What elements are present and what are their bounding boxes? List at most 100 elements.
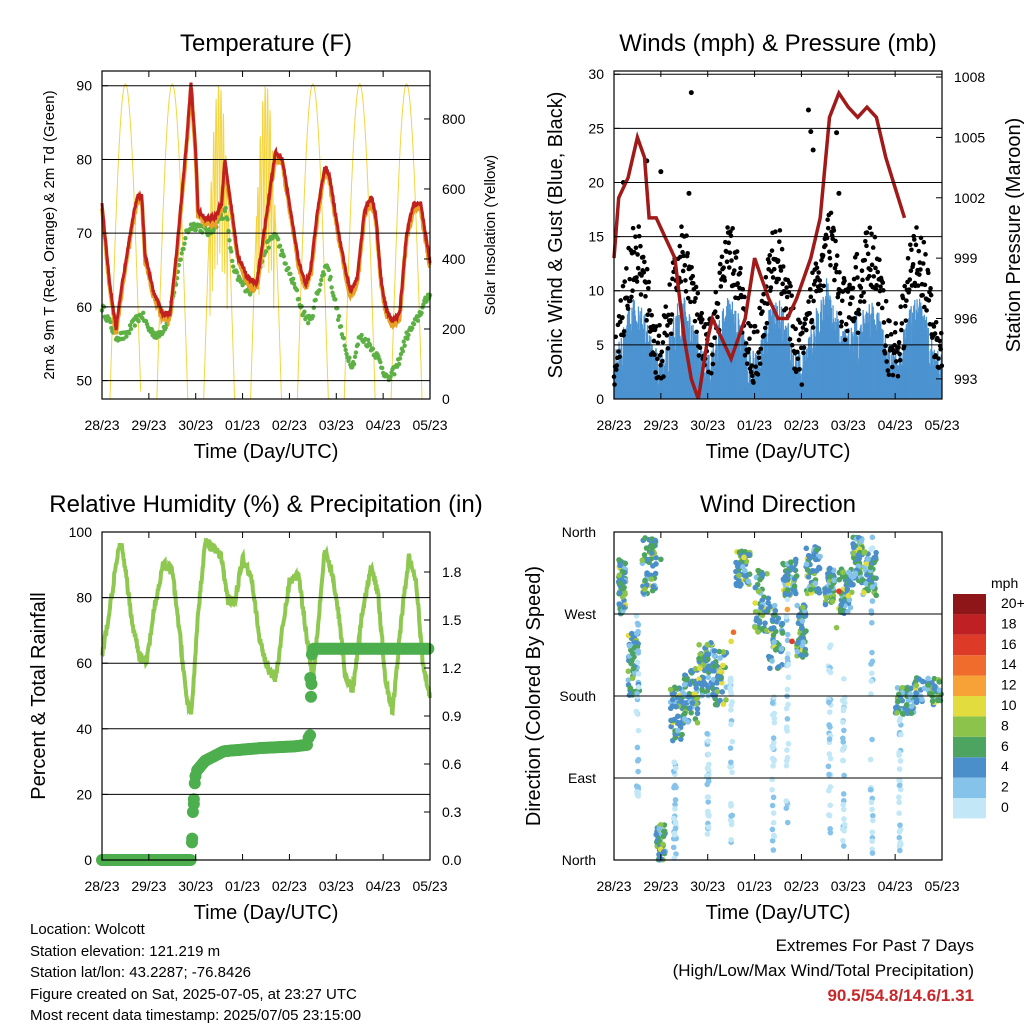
direction-point bbox=[728, 759, 734, 766]
gust-point bbox=[680, 268, 686, 274]
x-tick-label: 02/23 bbox=[272, 417, 307, 433]
dewpoint-point bbox=[305, 320, 311, 326]
gust-point bbox=[814, 265, 820, 271]
direction-point bbox=[706, 761, 712, 768]
gust-point bbox=[742, 353, 748, 358]
direction-point bbox=[896, 777, 902, 784]
gust-point bbox=[805, 107, 811, 113]
direction-point bbox=[771, 832, 777, 839]
gust-point bbox=[760, 309, 765, 314]
gust-point bbox=[699, 317, 705, 322]
gust-point bbox=[661, 374, 666, 379]
direction-point bbox=[869, 534, 876, 541]
direction-point bbox=[733, 580, 740, 587]
direction-point bbox=[840, 806, 847, 813]
direction-point bbox=[826, 709, 833, 715]
gust-point bbox=[884, 359, 890, 364]
gust-point bbox=[665, 323, 670, 328]
direction-point bbox=[913, 682, 920, 689]
direction-point bbox=[783, 798, 790, 804]
gust-point bbox=[825, 225, 831, 231]
gust-point bbox=[684, 233, 689, 238]
direction-point bbox=[827, 724, 833, 730]
gust-point bbox=[746, 346, 752, 352]
dewpoint-point bbox=[302, 309, 307, 314]
gust-point bbox=[800, 330, 805, 336]
gust-point bbox=[620, 315, 625, 320]
direction-point bbox=[840, 791, 847, 797]
x-tick-label: 29/23 bbox=[643, 878, 678, 894]
x-tick-label: 30/23 bbox=[178, 878, 213, 894]
gust-point bbox=[877, 257, 882, 263]
gust-point bbox=[895, 373, 901, 379]
solar-insolation-line bbox=[203, 86, 236, 400]
direction-point bbox=[752, 608, 759, 615]
direction-point bbox=[755, 588, 762, 595]
direction-point bbox=[869, 838, 875, 845]
dewpoint-point bbox=[299, 304, 304, 309]
gust-point bbox=[696, 353, 702, 358]
direction-point bbox=[794, 648, 801, 655]
dewpoint-point bbox=[193, 227, 198, 233]
dewpoint-point bbox=[336, 313, 342, 319]
direction-point bbox=[827, 802, 834, 809]
dewpoint-point bbox=[281, 254, 287, 259]
dewpoint-point bbox=[355, 342, 361, 347]
direction-point bbox=[826, 736, 833, 742]
direction-point bbox=[660, 828, 667, 834]
direction-point bbox=[617, 580, 624, 587]
created-text: Figure created on Sat, 2025-07-05, at 23… bbox=[30, 985, 357, 1003]
direction-point bbox=[616, 601, 623, 607]
gust-point bbox=[801, 350, 806, 356]
direction-point bbox=[660, 841, 666, 848]
direction-point bbox=[729, 738, 736, 745]
direction-point bbox=[727, 675, 734, 682]
gust-point bbox=[923, 252, 928, 257]
direction-point bbox=[752, 584, 759, 591]
direction-point bbox=[931, 675, 938, 682]
direction-point bbox=[712, 701, 719, 708]
direction-point bbox=[759, 571, 766, 578]
direction-point bbox=[672, 819, 679, 826]
dewpoint-point bbox=[342, 343, 347, 348]
x-tick-label: 04/23 bbox=[366, 878, 401, 894]
direction-point bbox=[840, 706, 847, 712]
x-tick-label: 05/23 bbox=[924, 878, 959, 894]
gust-point bbox=[847, 301, 853, 307]
direction-point bbox=[921, 685, 928, 692]
dewpoint-point bbox=[149, 326, 154, 332]
gust-point bbox=[783, 306, 789, 311]
gust-point bbox=[933, 319, 939, 325]
gust-point bbox=[682, 263, 688, 268]
direction-point bbox=[768, 626, 774, 632]
direction-point bbox=[681, 681, 688, 688]
y-tick-label: 15 bbox=[588, 229, 604, 245]
direction-point bbox=[784, 686, 791, 693]
gust-point bbox=[853, 265, 859, 270]
gust-point bbox=[827, 255, 833, 261]
direction-point bbox=[788, 559, 794, 566]
y-tick-label: 60 bbox=[76, 655, 92, 671]
legend-swatch bbox=[953, 716, 986, 737]
direction-point bbox=[855, 552, 862, 558]
gust-point bbox=[715, 301, 721, 306]
plot-border bbox=[101, 70, 431, 400]
dewpoint-point bbox=[234, 270, 240, 275]
gust-point bbox=[788, 283, 793, 289]
gust-point bbox=[833, 262, 839, 268]
gust-point bbox=[784, 294, 790, 300]
x-tick-label: 05/23 bbox=[412, 417, 447, 433]
direction-point bbox=[896, 766, 903, 772]
direction-point bbox=[844, 586, 851, 592]
direction-point bbox=[741, 554, 747, 561]
direction-point bbox=[863, 560, 870, 567]
direction-point bbox=[765, 595, 772, 602]
gust-point bbox=[928, 286, 933, 291]
gust-point bbox=[806, 299, 811, 304]
direction-point bbox=[706, 772, 712, 779]
direction-point bbox=[784, 631, 791, 638]
gust-point bbox=[808, 294, 814, 300]
x-tick-label: 05/23 bbox=[412, 878, 447, 894]
direction-point bbox=[631, 644, 638, 651]
gust-point bbox=[656, 333, 662, 339]
